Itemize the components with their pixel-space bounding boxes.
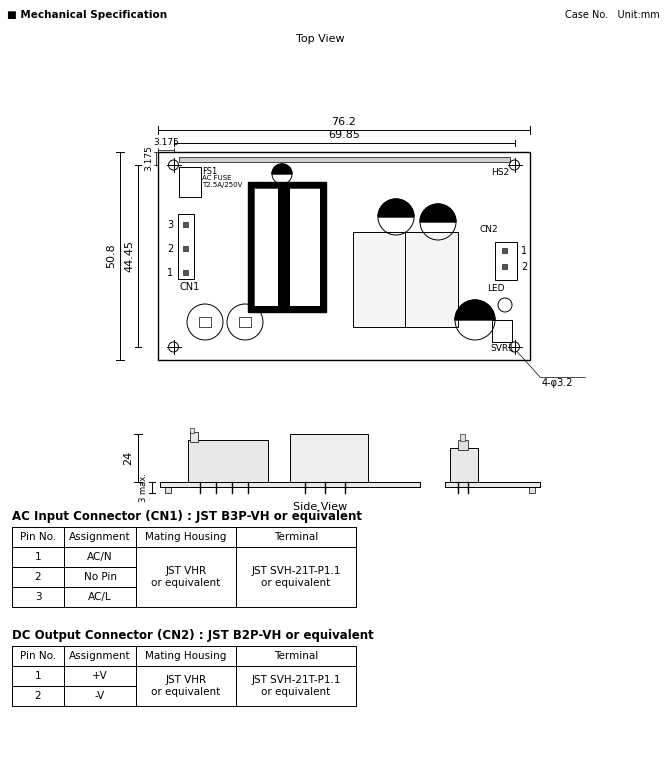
Bar [178, 214, 194, 279]
Bar [495, 242, 517, 280]
Bar [239, 317, 251, 327]
Bar [12, 547, 64, 567]
Text: 3: 3 [167, 220, 173, 230]
Text: LED: LED [487, 284, 505, 293]
Bar [236, 666, 356, 706]
Bar [12, 567, 64, 587]
Text: Top View: Top View [295, 34, 344, 44]
Bar [199, 317, 211, 327]
Text: +V: +V [92, 671, 108, 681]
Bar [64, 666, 136, 686]
Bar [502, 248, 507, 253]
Bar [420, 481, 445, 488]
Bar [136, 666, 236, 706]
Text: Mating Housing: Mating Housing [145, 651, 226, 661]
Bar [450, 448, 478, 482]
Text: Side View: Side View [293, 502, 347, 512]
Text: 2: 2 [35, 572, 42, 582]
Text: Assignment: Assignment [69, 532, 131, 542]
Text: JST VHR
or equivalent: JST VHR or equivalent [151, 566, 220, 587]
Bar [183, 222, 188, 227]
Text: AC/L: AC/L [88, 592, 112, 602]
Bar [278, 188, 290, 306]
Bar [458, 440, 468, 450]
Text: JST SVH-21T-P1.1
or equivalent: JST SVH-21T-P1.1 or equivalent [251, 675, 341, 697]
Text: JST SVH-21T-P1.1
or equivalent: JST SVH-21T-P1.1 or equivalent [251, 566, 341, 587]
Text: 76.2: 76.2 [332, 117, 356, 127]
Text: 4-φ3.2: 4-φ3.2 [542, 378, 574, 388]
Text: 50.8: 50.8 [106, 243, 116, 268]
Text: Pin No.: Pin No. [20, 532, 56, 542]
Bar [178, 157, 509, 162]
Bar [64, 686, 136, 706]
Text: 2: 2 [35, 691, 42, 701]
Text: 44.45: 44.45 [124, 240, 134, 272]
Text: CN2: CN2 [480, 225, 498, 234]
Text: SVR1: SVR1 [490, 344, 514, 353]
Text: No Pin: No Pin [84, 572, 117, 582]
Text: 3 max.: 3 max. [139, 473, 148, 502]
Text: 3.175: 3.175 [153, 138, 179, 147]
Wedge shape [420, 204, 456, 222]
Text: ■ Mechanical Specification: ■ Mechanical Specification [7, 10, 167, 20]
Text: Terminal: Terminal [274, 532, 318, 542]
Bar [236, 547, 356, 607]
Bar [188, 440, 268, 482]
Bar [492, 320, 512, 342]
Bar [529, 487, 535, 493]
Bar [12, 686, 64, 706]
Bar [64, 547, 136, 567]
Text: Terminal: Terminal [274, 651, 318, 661]
Bar [460, 434, 465, 441]
Text: DC Output Connector (CN2) : JST B2P-VH or equivalent: DC Output Connector (CN2) : JST B2P-VH o… [12, 629, 374, 642]
Bar [12, 666, 64, 686]
Wedge shape [272, 164, 292, 174]
Bar [160, 482, 540, 487]
Bar [178, 167, 200, 197]
Bar [165, 487, 171, 493]
Bar [254, 188, 320, 306]
Text: 3: 3 [35, 592, 42, 602]
Bar [248, 182, 326, 312]
Bar [502, 264, 507, 269]
Wedge shape [455, 300, 495, 320]
Text: 1: 1 [167, 268, 173, 277]
Bar [136, 547, 236, 607]
Bar [183, 270, 188, 275]
Text: 1: 1 [35, 552, 42, 562]
Text: Assignment: Assignment [69, 651, 131, 661]
Text: Mating Housing: Mating Housing [145, 532, 226, 542]
Text: 1: 1 [35, 671, 42, 681]
Text: CN1: CN1 [180, 282, 200, 292]
Text: Pin No.: Pin No. [20, 651, 56, 661]
Text: FS1: FS1 [202, 167, 218, 176]
Bar [12, 646, 356, 666]
Bar [190, 428, 194, 433]
Text: AC FUSE: AC FUSE [202, 175, 232, 181]
Text: JST VHR
or equivalent: JST VHR or equivalent [151, 675, 220, 697]
Text: AC/N: AC/N [87, 552, 113, 562]
Bar [12, 587, 64, 607]
Bar [290, 434, 368, 482]
Bar [64, 567, 136, 587]
Bar [183, 246, 188, 251]
Text: -V: -V [95, 691, 105, 701]
Text: HS2: HS2 [491, 168, 509, 177]
Bar [64, 587, 136, 607]
Text: 2: 2 [521, 262, 527, 271]
Bar [12, 527, 356, 547]
Bar [353, 232, 458, 327]
Bar [158, 152, 530, 360]
Text: 2: 2 [167, 243, 173, 253]
Text: 24: 24 [123, 451, 133, 465]
Text: Case No.   Unit:mm: Case No. Unit:mm [565, 10, 660, 20]
Text: 3.175: 3.175 [144, 146, 153, 171]
Bar [254, 188, 320, 306]
Text: T2.5A/250V: T2.5A/250V [202, 182, 243, 188]
Text: AC Input Connector (CN1) : JST B3P-VH or equivalent: AC Input Connector (CN1) : JST B3P-VH or… [12, 510, 362, 523]
Text: 1: 1 [521, 246, 527, 255]
Text: 69.85: 69.85 [328, 130, 360, 140]
Wedge shape [378, 199, 414, 217]
Bar [190, 432, 198, 442]
